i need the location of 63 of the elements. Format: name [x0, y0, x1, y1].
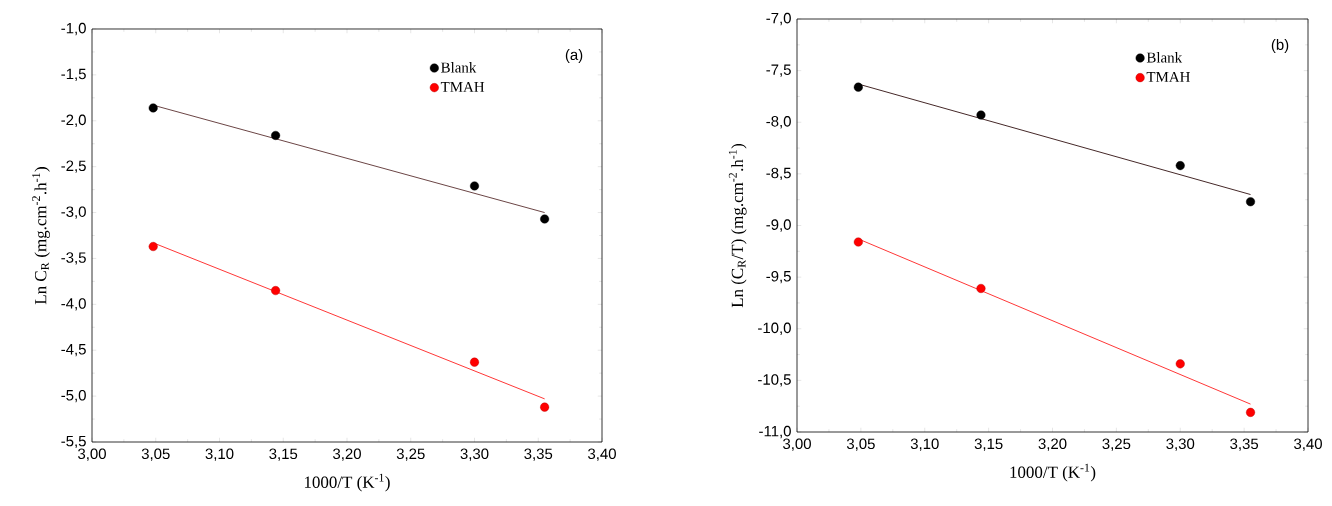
y-tick-label: -10,5: [758, 374, 791, 387]
point: [470, 181, 479, 191]
x-tick-label: 3,35: [524, 448, 553, 461]
y-tick-label: -8,0: [766, 116, 791, 129]
point: [1175, 359, 1185, 369]
legend-label: TMAH: [440, 81, 485, 92]
legend-label: Blank: [441, 62, 477, 73]
point: [271, 130, 281, 140]
x-axis-title: 1000/T (K$^{-1}$): [304, 473, 390, 492]
point: [853, 237, 863, 247]
y-axis-title: Ln (C$_{R}$/T) (mg.cm$^{-2}$.h$^{-1}$): [728, 143, 747, 308]
x-axis-title: 1000/T (K$^{-1}$): [1010, 463, 1096, 482]
x-tick-label: 3,20: [333, 448, 361, 461]
x-tick-label: 3,30: [1166, 438, 1195, 451]
y-tick-label: -3,0: [61, 206, 86, 219]
x-tick-label: 3,10: [205, 448, 234, 461]
x-tick-label: 3,40: [588, 448, 616, 461]
y-tick-label: -7,0: [766, 12, 791, 26]
x-tick-label: 3,40: [1294, 438, 1322, 451]
legend-label: Blank: [1146, 52, 1183, 63]
point: [1246, 197, 1256, 207]
y-tick-label: -7,5: [766, 64, 791, 77]
annotation: (b): [1271, 39, 1289, 53]
legend-label: TMAH: [1146, 71, 1190, 82]
y-tick-label: -9,0: [766, 219, 791, 232]
x-tick-label: 3,25: [396, 448, 425, 461]
y-tick-label: -11,0: [759, 425, 791, 439]
x-tick-label: 3,15: [269, 448, 298, 461]
x-tick-label: 3,30: [460, 448, 489, 461]
y-tick-label: -2,0: [61, 114, 86, 127]
point: [976, 283, 986, 293]
point: [853, 82, 863, 92]
y-tick-label: -9,5: [766, 270, 791, 284]
x-tick-label: 3,00: [78, 448, 106, 461]
point: [148, 103, 158, 113]
x-tick-label: 3,05: [846, 438, 875, 451]
point: [470, 357, 479, 367]
y-tick-label: -10,0: [758, 322, 791, 335]
y-axis-title: Ln C$_{R}$ (mg.cm$^{-2}$.h$^{-1}$): [32, 167, 50, 305]
y-tick-label: -5,0: [61, 389, 86, 403]
y-tick-label: -8,5: [766, 167, 791, 181]
y-tick-label: -4,5: [61, 344, 86, 357]
x-tick-label: 3,35: [1230, 438, 1259, 451]
x-tick-label: 3,20: [1038, 438, 1067, 451]
y-tick-label: -2,5: [61, 160, 86, 173]
x-tick-label: 3,05: [141, 448, 170, 461]
x-tick-label: 3,25: [1102, 438, 1131, 451]
point: [1246, 407, 1256, 417]
x-tick-label: 3,00: [783, 438, 811, 451]
point: [540, 402, 550, 412]
y-tick-label: -1,0: [61, 22, 86, 36]
point: [976, 110, 986, 120]
x-tick-label: 3,10: [910, 438, 939, 451]
y-tick-label: -4,0: [61, 298, 86, 311]
annotation: (a): [565, 49, 583, 63]
y-tick-label: -1,5: [61, 68, 86, 81]
point: [271, 286, 281, 296]
y-tick-label: -5,5: [61, 435, 86, 449]
point: [148, 242, 158, 252]
point: [540, 214, 550, 224]
y-tick-label: -3,5: [61, 252, 86, 265]
x-tick-label: 3,15: [974, 438, 1003, 451]
point: [1175, 161, 1185, 171]
